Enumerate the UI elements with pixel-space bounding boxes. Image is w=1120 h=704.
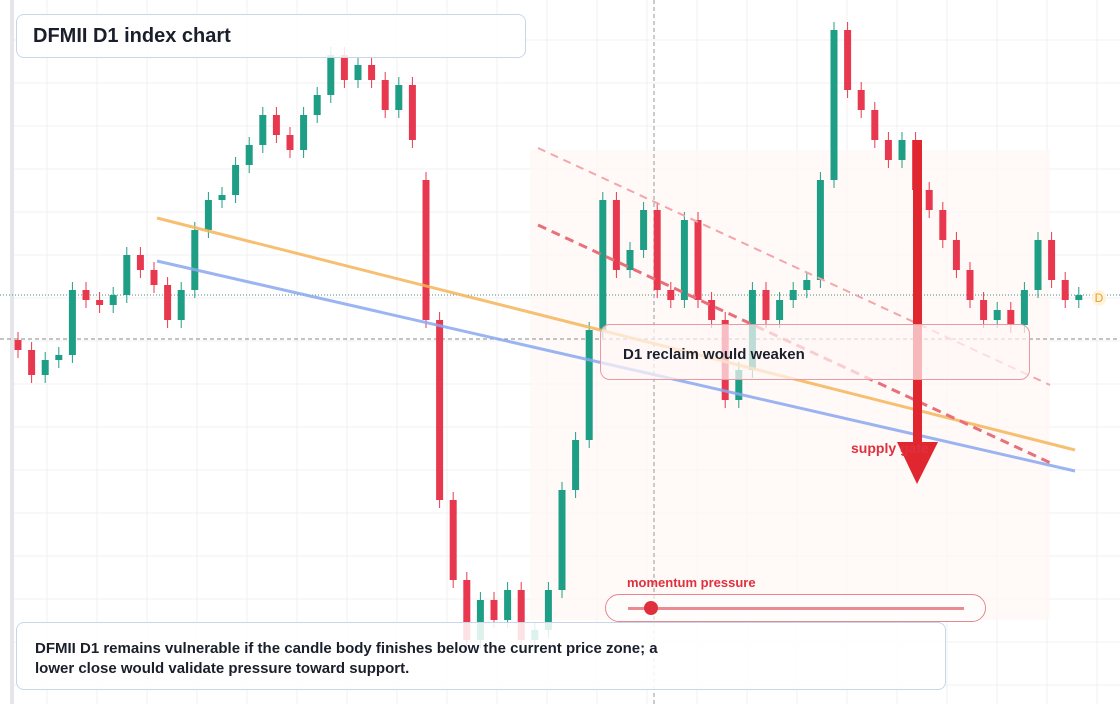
- candle-body: [884, 140, 892, 160]
- candle-body: [109, 295, 117, 305]
- candle-body: [272, 115, 280, 135]
- candle-body: [830, 30, 838, 180]
- candle-body: [816, 180, 824, 280]
- candle-body: [653, 210, 661, 290]
- candle-body: [939, 210, 947, 240]
- candle-body: [14, 340, 22, 350]
- candle-body: [177, 290, 185, 320]
- candle-body: [204, 200, 212, 230]
- series-marker: D: [1092, 290, 1106, 306]
- arrow-head: [897, 442, 938, 484]
- candle-body: [164, 285, 172, 320]
- candle-body: [28, 350, 36, 375]
- left-edge: [10, 0, 14, 704]
- candle-body: [599, 200, 607, 330]
- candle-body: [626, 250, 634, 270]
- candle-body: [368, 65, 376, 80]
- candle-body: [96, 300, 104, 305]
- candle-body: [585, 330, 593, 440]
- candle-body: [150, 270, 158, 285]
- candle-body: [871, 110, 879, 140]
- candle-body: [123, 255, 131, 295]
- candle-body: [245, 145, 253, 165]
- candle-body: [504, 590, 512, 620]
- candle-body: [41, 360, 49, 375]
- channel-line: [537, 223, 1056, 467]
- candle-body: [789, 290, 797, 300]
- callout: D1 reclaim would weaken: [600, 324, 1030, 380]
- candle-body: [1048, 240, 1056, 280]
- candle-body: [925, 190, 933, 210]
- candle-body: [1061, 280, 1069, 300]
- candle-body: [286, 135, 294, 150]
- candle-body: [55, 355, 63, 360]
- supply-label: supply gate: [851, 440, 929, 456]
- summary-text: DFMII D1 remains vulnerable if the candl…: [35, 640, 658, 677]
- slider-track: [628, 607, 964, 610]
- candle-body: [395, 85, 403, 110]
- candle-body: [680, 220, 688, 300]
- candle-body: [136, 255, 144, 270]
- candle-body: [966, 270, 974, 300]
- candle-body: [980, 300, 988, 320]
- candle-body: [857, 90, 865, 110]
- candle-body: [735, 370, 743, 400]
- candle-body: [898, 140, 906, 160]
- candle-body: [408, 85, 416, 140]
- candle-body: [708, 300, 716, 320]
- candle-body: [232, 165, 240, 195]
- momentum-label: momentum pressure: [627, 575, 756, 590]
- candle-body: [640, 210, 648, 250]
- candle-body: [612, 200, 620, 270]
- candle-body: [803, 280, 811, 290]
- candle-body: [844, 30, 852, 90]
- candle-body: [218, 195, 226, 200]
- candle-body: [191, 230, 199, 290]
- candle-body: [490, 600, 498, 620]
- candle-body: [463, 580, 471, 640]
- candle-body: [300, 115, 308, 150]
- candle-body: [354, 65, 362, 80]
- candle-body: [476, 600, 484, 640]
- candle-body: [762, 290, 770, 320]
- candle-body: [952, 240, 960, 270]
- candle-body: [1034, 240, 1042, 290]
- candle-body: [993, 310, 1001, 320]
- candle-body: [667, 290, 675, 300]
- candle-body: [517, 590, 525, 640]
- candle-body: [1007, 310, 1015, 325]
- candle-body: [82, 290, 90, 300]
- candle-body: [381, 80, 389, 110]
- candle-body: [449, 500, 457, 580]
- title-box: DFMII D1 index chart: [16, 14, 526, 58]
- candle-body: [694, 220, 702, 300]
- candle-body: [327, 55, 335, 95]
- candle-body: [558, 490, 566, 590]
- candle-body: [340, 55, 348, 80]
- summary-box: DFMII D1 remains vulnerable if the candl…: [16, 622, 946, 690]
- candle-body: [422, 180, 430, 320]
- candle-body: [544, 590, 552, 630]
- channel-line-upper: [537, 147, 1051, 386]
- candle-body: [313, 95, 321, 115]
- candle-body: [572, 440, 580, 490]
- candle-body: [1020, 290, 1028, 325]
- candle-body: [259, 115, 267, 145]
- zone: [530, 150, 1050, 620]
- arrow-shaft: [913, 140, 922, 445]
- candle-body: [1075, 295, 1083, 300]
- candle-body: [68, 290, 76, 355]
- candle-body: [776, 300, 784, 320]
- momentum-slider[interactable]: [605, 594, 986, 622]
- slider-knob[interactable]: [644, 601, 658, 615]
- candle-body: [436, 320, 444, 500]
